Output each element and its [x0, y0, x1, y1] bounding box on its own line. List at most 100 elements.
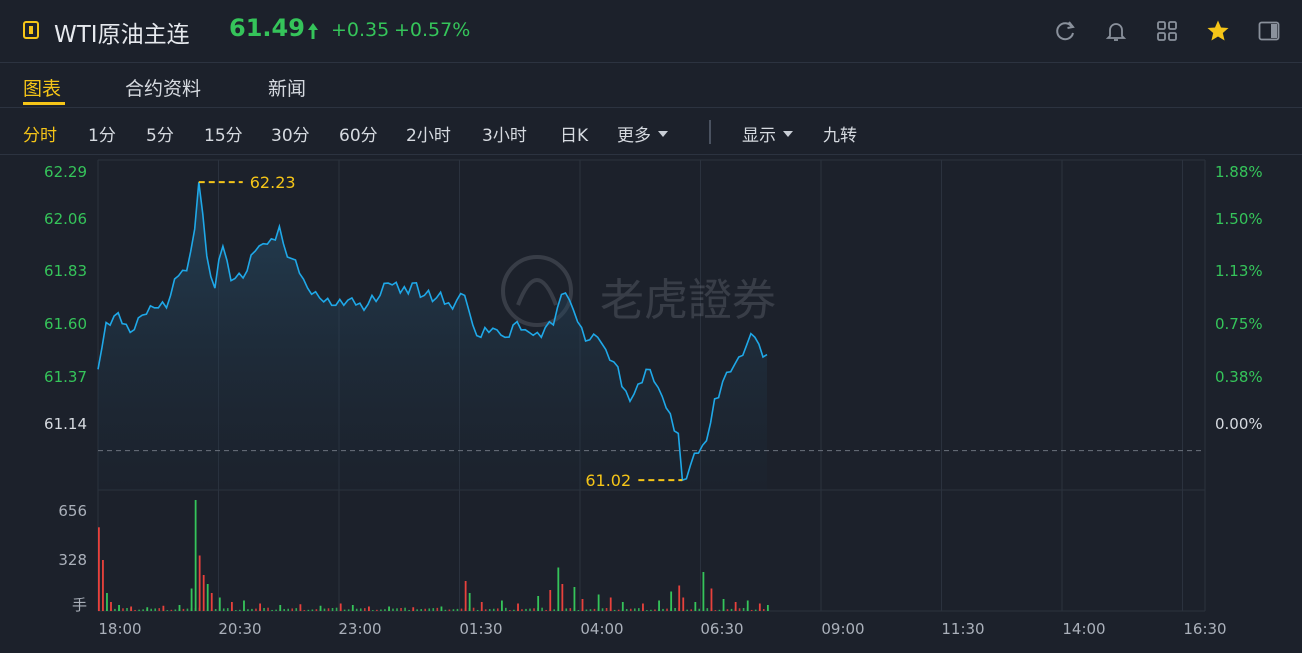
more-dropdown[interactable]: 更多	[617, 121, 668, 146]
intraday-chart[interactable]: 老虎證券 62.23 61.02 62.29 62.06 61.83 61.60…	[0, 155, 1302, 653]
time-axis: 18:00 20:30 23:00 01:30 04:00 06:30 09:0…	[98, 620, 1226, 638]
volume-bar	[327, 608, 330, 611]
volume-bar	[670, 591, 673, 611]
volume-bar	[372, 610, 374, 611]
volume-bar	[376, 609, 378, 611]
volume-bar	[206, 584, 209, 611]
instrument-title: WTI原油主连	[54, 22, 190, 48]
volume-bar	[295, 608, 298, 611]
star-icon[interactable]	[1205, 18, 1231, 44]
volume-bar	[545, 609, 547, 611]
period-5min[interactable]: 5分	[146, 126, 174, 146]
volume-bar	[625, 609, 628, 611]
bell-icon[interactable]	[1103, 18, 1129, 44]
volume-bar	[585, 609, 588, 611]
volume-bar	[589, 609, 592, 611]
period-15min[interactable]: 15分	[204, 126, 243, 146]
tab-chart[interactable]: 图表	[23, 78, 62, 100]
volume-bar	[331, 608, 334, 611]
volume-bar	[416, 609, 418, 611]
display-dropdown[interactable]: 显示	[742, 121, 793, 146]
volume-bar	[102, 560, 104, 611]
volume-bar	[706, 608, 709, 611]
volume-bar	[521, 609, 523, 611]
volume-bar	[734, 602, 737, 611]
period-1min[interactable]: 1分	[88, 126, 116, 146]
volume-bar	[601, 608, 604, 611]
tab-contract-info[interactable]: 合约资料	[125, 78, 202, 100]
volume-bar	[682, 597, 685, 611]
period-60min[interactable]: 60分	[339, 126, 378, 146]
volume-bar	[428, 608, 431, 611]
volume-bar	[251, 608, 253, 611]
volume-bar	[412, 607, 415, 611]
toolbar-divider	[709, 120, 711, 144]
volume-bar	[513, 609, 515, 611]
volume-bar	[347, 609, 350, 611]
volume-bar	[214, 609, 217, 611]
x-tick-label: 16:30	[1183, 620, 1226, 638]
volume-bar	[307, 609, 310, 611]
period-2hour[interactable]: 2小时	[406, 126, 451, 146]
volume-bar	[98, 527, 100, 611]
volume-bar	[255, 608, 257, 611]
x-tick-label: 14:00	[1062, 620, 1105, 638]
volume-bar	[283, 609, 285, 611]
percent-tick-label: 0.75%	[1215, 315, 1263, 333]
percent-axis-right: 1.88% 1.50% 1.13% 0.75% 0.38% 0.00%	[1215, 163, 1263, 433]
volume-bar	[573, 587, 576, 611]
volume-bar	[448, 609, 451, 611]
last-price: 61.49	[229, 14, 305, 42]
volume-bar	[553, 609, 555, 611]
volume-bar	[154, 608, 157, 611]
volume-bar	[158, 608, 161, 611]
volume-unit-label: 手	[72, 596, 87, 614]
price-area-fill	[98, 182, 767, 490]
volume-bar	[509, 610, 511, 611]
volume-bar	[577, 610, 580, 611]
volume-bar	[110, 602, 112, 611]
volume-bar	[557, 567, 560, 611]
volume-bar	[658, 600, 660, 611]
volume-bar	[106, 593, 108, 611]
refresh-icon[interactable]	[1052, 18, 1078, 44]
watermark-text: 老虎證券	[600, 275, 776, 326]
grid-icon[interactable]	[1154, 18, 1180, 44]
volume-bar	[291, 608, 294, 611]
volume-bar	[424, 608, 427, 611]
display-label: 显示	[742, 126, 776, 146]
high-marker: 62.23	[198, 173, 296, 192]
volume-bar	[186, 608, 189, 611]
y-tick-label: 61.60	[44, 315, 87, 333]
volume-bar	[505, 607, 507, 611]
volume-bar	[222, 608, 225, 611]
low-price-label: 61.02	[585, 471, 631, 490]
y-tick-label: 61.14	[44, 415, 87, 433]
volume-bar	[678, 585, 681, 611]
volume-bar	[714, 610, 717, 611]
volume-bar	[456, 608, 459, 611]
period-3hour[interactable]: 3小时	[482, 126, 527, 146]
y-tick-label: 62.29	[44, 163, 87, 181]
volume-bar	[496, 608, 499, 611]
period-daily[interactable]: 日K	[560, 126, 589, 146]
panel-toggle-icon[interactable]	[1256, 18, 1282, 44]
volume-bar	[488, 609, 491, 611]
volume-bar	[633, 608, 636, 611]
period-intraday[interactable]: 分时	[23, 126, 57, 146]
period-30min[interactable]: 30分	[271, 126, 310, 146]
volume-bar	[178, 605, 181, 611]
volume-bar	[758, 603, 761, 611]
low-marker: 61.02	[585, 471, 683, 490]
volume-bar	[650, 609, 652, 611]
volume-bar	[162, 605, 165, 611]
percent-tick-label: 1.50%	[1215, 210, 1263, 228]
volume-bar	[351, 605, 354, 611]
volume-bar	[686, 609, 688, 611]
indicator-td9[interactable]: 九转	[823, 126, 857, 146]
volume-bar	[174, 609, 177, 611]
volume-bar	[267, 607, 269, 611]
volume-bar	[118, 605, 120, 611]
tab-news[interactable]: 新闻	[268, 78, 307, 100]
volume-bar	[311, 609, 314, 611]
